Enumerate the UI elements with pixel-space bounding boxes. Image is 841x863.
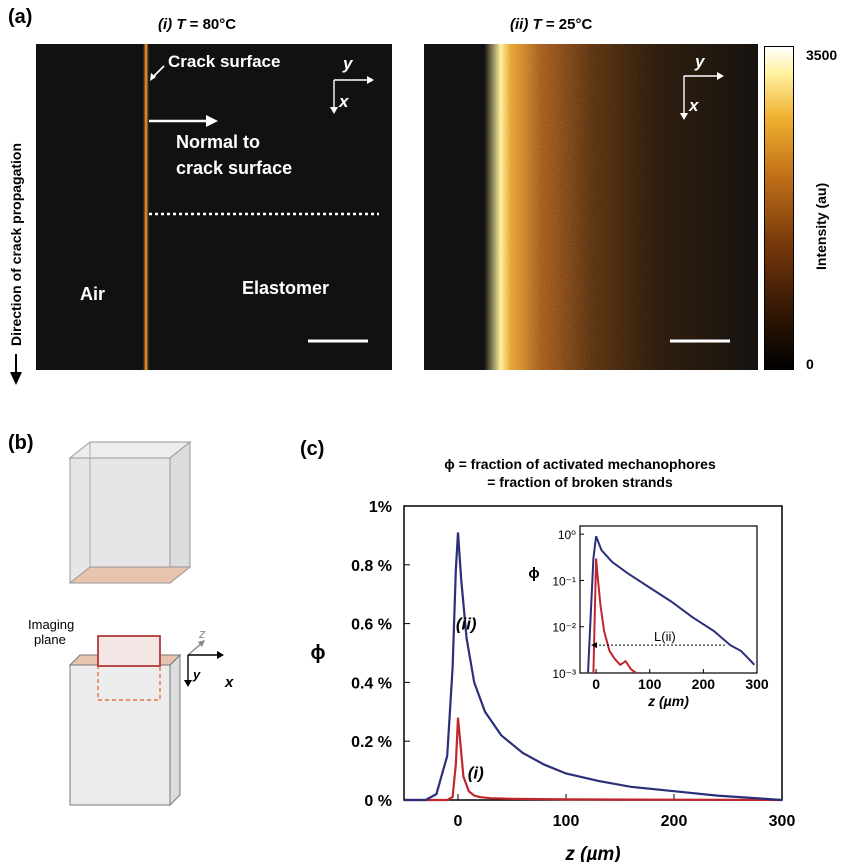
y-axis-label: ϕ (311, 642, 326, 664)
imaging-plane-label: Imaging plane (28, 617, 75, 647)
crack-face-top (68, 566, 192, 584)
x-tick-label: 100 (553, 813, 580, 830)
imaging-plane-box (97, 635, 161, 667)
inset-x-tick-label: 100 (638, 676, 662, 692)
inset-y-tick-label: 10⁻² (552, 621, 576, 635)
chart-title-line1: ϕ = fraction of activated mechanophores (444, 456, 716, 472)
inset-x-axis-label: z (µm) (647, 693, 689, 709)
series-line-ii (404, 532, 783, 802)
schematic-y-label: y (193, 667, 201, 682)
y-tick-label: 0.8 % (351, 558, 392, 575)
chart-title-line2: = fraction of broken strands (487, 474, 673, 490)
axis-x-label: x (339, 92, 349, 111)
inset-series-line-ii (587, 535, 756, 674)
image-i-title: (i) T = 80°C (158, 16, 237, 33)
inset-x-tick-label: 200 (692, 676, 716, 692)
y-tick-label: 0.6 % (351, 617, 392, 634)
inset-x-tick-label: 0 (592, 676, 600, 692)
inset-y-tick-label: 10⁻¹ (552, 574, 576, 588)
series-label-i: (i) (468, 764, 484, 783)
crack-direction-axis: Direction of crack propagation (4, 96, 34, 386)
inset-series-line-i (592, 558, 637, 674)
schematic-x-label: x (225, 674, 234, 691)
normal-label-line2: crack surface (176, 158, 293, 178)
micrograph-80c: Crack surface Normal to crack surface Ai… (36, 44, 392, 370)
schematic-z-label: z (199, 626, 206, 641)
axis-y-label-ii: y (695, 52, 705, 71)
crack-surface-label: Crack surface (168, 52, 281, 71)
colorbar-label: Intensity (au) (813, 183, 829, 270)
crack-direction-label: Direction of crack propagation (8, 143, 24, 346)
inset-y-tick-label: 10⁰ (558, 528, 576, 542)
series-line-i (404, 717, 783, 802)
air-label: Air (80, 284, 106, 304)
panel-c-label: (c) (300, 438, 325, 460)
image-ii-title: (ii) T = 25°C (510, 16, 593, 33)
x-tick-label: 0 (454, 813, 463, 830)
x-axis-label: z (µm) (564, 844, 620, 862)
inset-x-tick-label: 300 (745, 676, 769, 692)
elastomer-label: Elastomer (242, 278, 330, 298)
main-chart: 0 % 0.2 % 0.4 % 0.6 % 0.8 % 1% 0 100 200 300 z (µm… (311, 499, 796, 862)
series-label-ii: (ii) (456, 615, 477, 634)
inset-length-label: L(ii) (654, 629, 676, 644)
panel-a-label: (a) (8, 6, 33, 28)
inset-y-tick-label: 10⁻³ (552, 667, 576, 681)
y-tick-label: 0.4 % (351, 675, 392, 692)
y-tick-label: 0.2 % (351, 734, 392, 751)
micrograph-25c: y x (424, 44, 758, 370)
sample-schematic (68, 440, 224, 807)
intensity-colorbar (764, 46, 794, 370)
inset-length-arrow (591, 642, 598, 649)
colorbar-max: 3500 (806, 47, 838, 63)
colorbar-min: 0 (806, 356, 814, 372)
panel-b-label: (b) (8, 432, 34, 454)
y-tick-label: 1% (369, 499, 392, 516)
y-tick-label: 0 % (364, 793, 392, 810)
x-tick-label: 200 (661, 813, 688, 830)
normal-label-line1: Normal to (176, 132, 261, 152)
x-tick-label: 300 (769, 813, 796, 830)
axis-x-label-ii: x (689, 96, 699, 115)
inset-y-axis-label: ϕ (528, 565, 539, 582)
axis-y-label: y (343, 54, 353, 73)
colorbar-label-wrap: Intensity (au) (806, 140, 836, 280)
